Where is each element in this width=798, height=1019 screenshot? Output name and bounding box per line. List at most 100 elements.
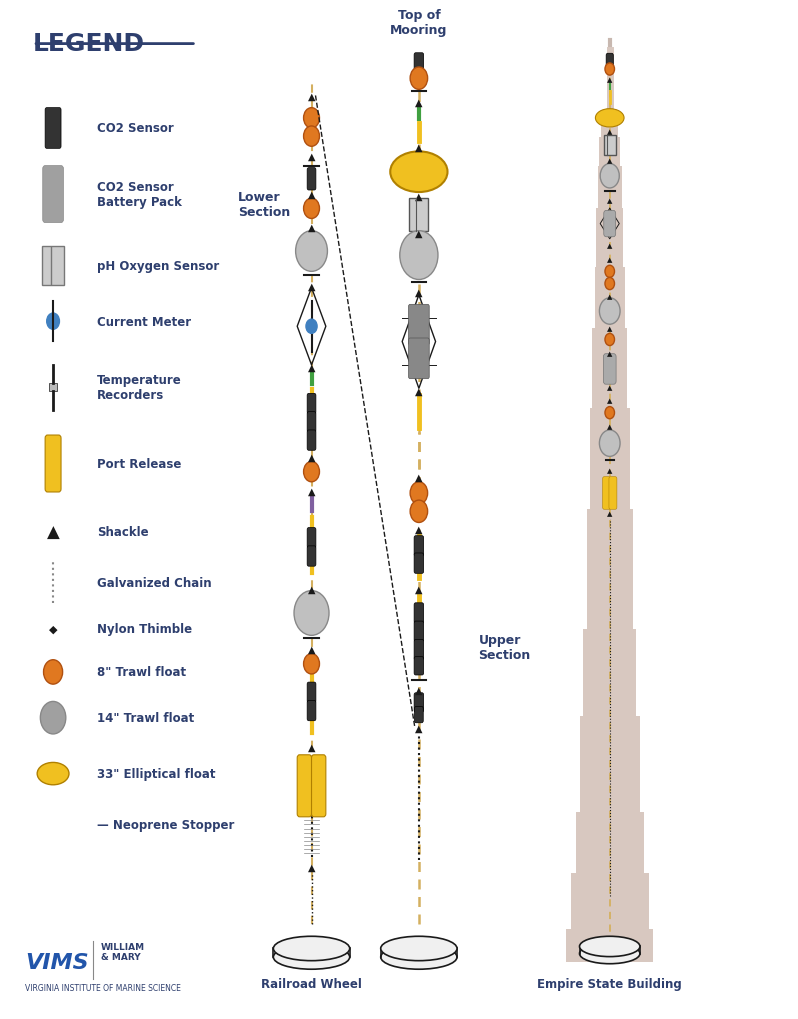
FancyBboxPatch shape	[575, 812, 644, 873]
Text: ▲: ▲	[308, 363, 315, 373]
Text: ▲: ▲	[607, 385, 612, 391]
Text: ▲: ▲	[415, 142, 423, 152]
Text: ▲: ▲	[415, 524, 423, 534]
FancyBboxPatch shape	[566, 929, 654, 962]
Text: 33" Elliptical float: 33" Elliptical float	[97, 767, 215, 781]
Ellipse shape	[381, 936, 457, 961]
Text: ▲: ▲	[415, 472, 423, 482]
Circle shape	[410, 500, 428, 523]
FancyBboxPatch shape	[414, 640, 424, 660]
Text: Galvanized Chain: Galvanized Chain	[97, 577, 211, 589]
Text: ▲: ▲	[308, 222, 315, 232]
Text: ▲: ▲	[308, 281, 315, 291]
Circle shape	[600, 164, 619, 189]
FancyBboxPatch shape	[606, 54, 614, 67]
FancyBboxPatch shape	[409, 338, 429, 379]
Text: ▲: ▲	[308, 486, 315, 496]
FancyBboxPatch shape	[603, 355, 616, 385]
Text: ▲: ▲	[308, 190, 315, 200]
Ellipse shape	[381, 945, 457, 969]
Text: pH Oxygen Sensor: pH Oxygen Sensor	[97, 260, 219, 272]
Circle shape	[599, 431, 620, 457]
Circle shape	[605, 278, 614, 290]
Text: VIRGINIA INSTITUTE OF MARINE SCIENCE: VIRGINIA INSTITUTE OF MARINE SCIENCE	[26, 982, 181, 991]
FancyBboxPatch shape	[604, 136, 616, 156]
Text: — Neoprene Stopper: — Neoprene Stopper	[97, 818, 234, 832]
Circle shape	[605, 334, 614, 346]
Text: ▲: ▲	[607, 198, 612, 204]
Text: ▲: ▲	[308, 151, 315, 161]
Text: ▲: ▲	[308, 862, 315, 872]
Text: ▲: ▲	[607, 326, 612, 332]
Text: ▲: ▲	[308, 452, 315, 462]
Circle shape	[410, 482, 428, 504]
FancyBboxPatch shape	[307, 683, 316, 703]
Circle shape	[41, 702, 65, 735]
Text: ▲: ▲	[607, 293, 612, 300]
FancyBboxPatch shape	[604, 211, 616, 237]
FancyBboxPatch shape	[414, 707, 423, 723]
Text: Current Meter: Current Meter	[97, 315, 191, 328]
FancyBboxPatch shape	[579, 716, 640, 812]
Text: ▲: ▲	[607, 511, 612, 517]
FancyBboxPatch shape	[307, 546, 316, 567]
Text: Shackle: Shackle	[97, 526, 148, 539]
Text: 8" Trawl float: 8" Trawl float	[97, 665, 186, 679]
Text: ▲: ▲	[607, 243, 612, 249]
Text: ▲: ▲	[415, 98, 423, 107]
Text: ▲: ▲	[607, 158, 612, 164]
FancyBboxPatch shape	[311, 755, 326, 817]
FancyBboxPatch shape	[43, 166, 63, 223]
FancyBboxPatch shape	[598, 166, 622, 209]
Ellipse shape	[274, 945, 350, 969]
Text: ▲: ▲	[415, 386, 423, 396]
Circle shape	[605, 64, 614, 76]
Text: Nylon Thimble: Nylon Thimble	[97, 623, 192, 635]
Circle shape	[294, 591, 329, 636]
FancyBboxPatch shape	[414, 657, 424, 676]
FancyBboxPatch shape	[592, 329, 627, 409]
FancyBboxPatch shape	[596, 209, 623, 268]
FancyBboxPatch shape	[307, 168, 316, 191]
Ellipse shape	[579, 944, 640, 964]
FancyBboxPatch shape	[45, 109, 61, 149]
FancyBboxPatch shape	[414, 536, 424, 556]
Text: Top of
Mooring: Top of Mooring	[390, 9, 448, 38]
FancyBboxPatch shape	[307, 431, 316, 450]
Text: Port Release: Port Release	[97, 458, 181, 471]
FancyBboxPatch shape	[590, 409, 630, 510]
Text: ▲: ▲	[607, 257, 612, 263]
FancyBboxPatch shape	[42, 247, 64, 285]
FancyBboxPatch shape	[49, 384, 57, 392]
Circle shape	[303, 109, 319, 128]
FancyBboxPatch shape	[583, 630, 636, 716]
Circle shape	[306, 320, 317, 334]
Text: ▲: ▲	[607, 468, 612, 474]
FancyBboxPatch shape	[571, 873, 649, 929]
FancyBboxPatch shape	[595, 268, 625, 329]
FancyBboxPatch shape	[307, 528, 316, 548]
Text: ▲: ▲	[415, 584, 423, 594]
Text: Temperature
Recorders: Temperature Recorders	[97, 374, 182, 401]
FancyBboxPatch shape	[307, 413, 316, 432]
FancyBboxPatch shape	[414, 603, 424, 624]
FancyBboxPatch shape	[414, 553, 424, 574]
FancyBboxPatch shape	[414, 693, 424, 712]
Text: ▲: ▲	[415, 192, 423, 202]
Ellipse shape	[595, 110, 624, 127]
Text: Empire State Building: Empire State Building	[537, 977, 682, 990]
Text: Lower
Section: Lower Section	[239, 191, 290, 219]
Text: ▲: ▲	[308, 584, 315, 594]
Circle shape	[303, 126, 319, 147]
Circle shape	[605, 266, 614, 278]
Circle shape	[599, 299, 620, 325]
Text: LEGEND: LEGEND	[34, 33, 145, 56]
Ellipse shape	[38, 762, 69, 785]
Text: ▲: ▲	[308, 92, 315, 101]
Text: VIMS: VIMS	[26, 952, 89, 972]
Circle shape	[410, 68, 428, 91]
Text: ▲: ▲	[415, 723, 423, 733]
Text: CO2 Sensor: CO2 Sensor	[97, 122, 174, 136]
Circle shape	[303, 199, 319, 219]
Circle shape	[295, 231, 327, 272]
